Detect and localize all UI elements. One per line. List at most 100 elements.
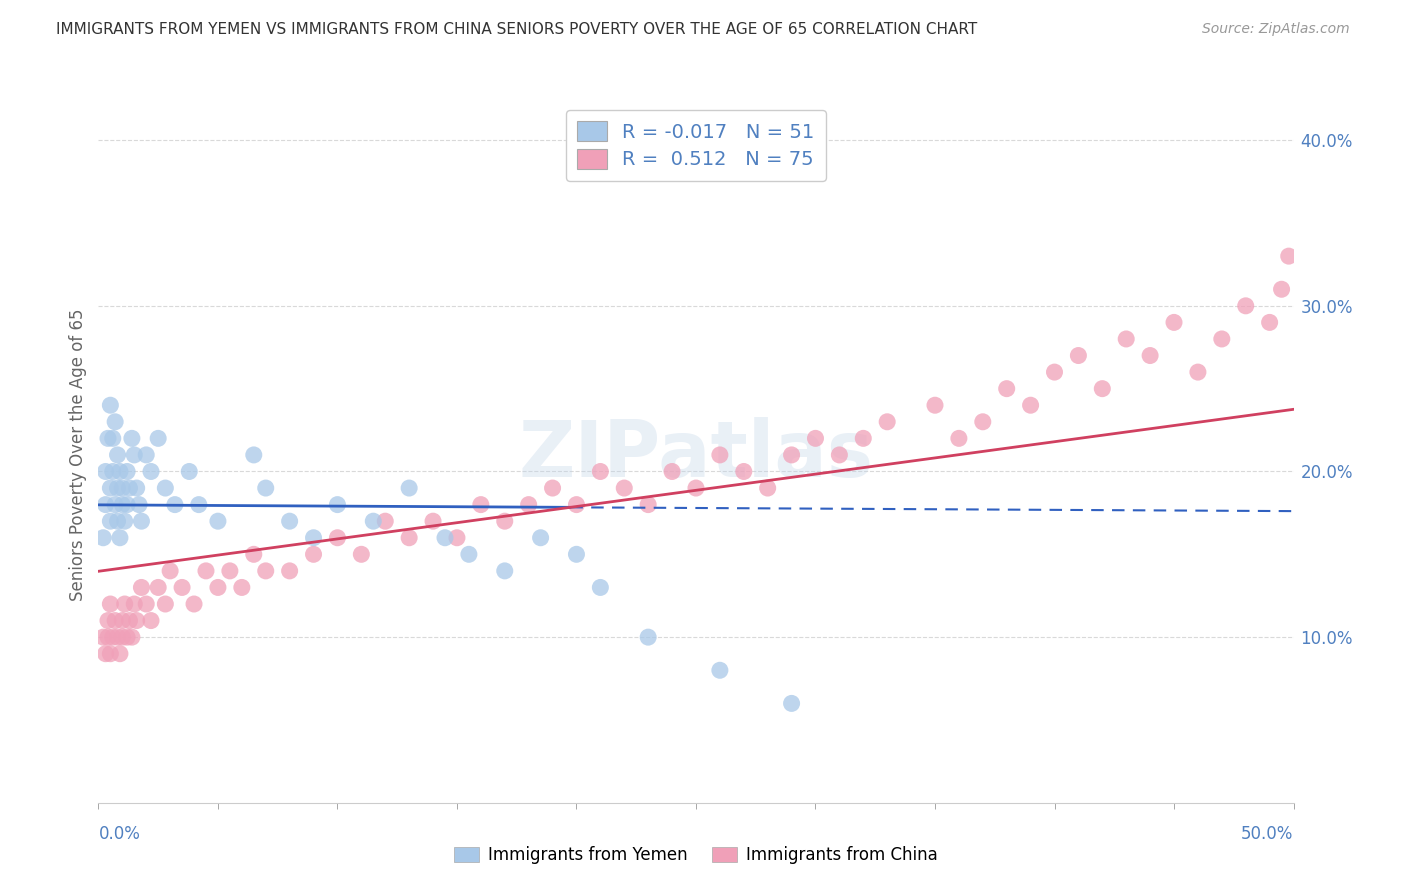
- Point: [155, 597, 177, 611]
- Point: [111, 481, 134, 495]
- Point: [115, 630, 138, 644]
- Point: [91, 531, 114, 545]
- Point: [97, 431, 120, 445]
- Point: [104, 498, 127, 512]
- Point: [128, 498, 150, 512]
- Point: [637, 630, 659, 644]
- Point: [780, 697, 803, 711]
- Point: [709, 448, 731, 462]
- Point: [135, 448, 157, 462]
- Point: [125, 481, 148, 495]
- Point: [118, 614, 141, 628]
- Point: [804, 431, 827, 445]
- Point: [589, 465, 612, 479]
- Point: [131, 581, 153, 595]
- Point: [194, 564, 217, 578]
- Point: [565, 498, 588, 512]
- Point: [107, 481, 129, 495]
- Point: [302, 531, 325, 545]
- Point: [124, 597, 146, 611]
- Point: [517, 498, 540, 512]
- Point: [139, 465, 162, 479]
- Point: [1067, 349, 1090, 363]
- Point: [1091, 382, 1114, 396]
- Point: [374, 514, 396, 528]
- Point: [115, 498, 138, 512]
- Point: [948, 431, 970, 445]
- Point: [101, 630, 124, 644]
- Point: [107, 514, 129, 528]
- Point: [1139, 349, 1161, 363]
- Point: [494, 564, 516, 578]
- Text: IMMIGRANTS FROM YEMEN VS IMMIGRANTS FROM CHINA SENIORS POVERTY OVER THE AGE OF 6: IMMIGRANTS FROM YEMEN VS IMMIGRANTS FROM…: [56, 22, 977, 37]
- Point: [780, 448, 803, 462]
- Point: [613, 481, 636, 495]
- Point: [254, 564, 277, 578]
- Point: [1019, 398, 1042, 412]
- Point: [104, 415, 127, 429]
- Point: [363, 514, 385, 528]
- Point: [118, 481, 141, 495]
- Point: [565, 547, 588, 561]
- Point: [458, 547, 481, 561]
- Point: [108, 465, 131, 479]
- Point: [179, 465, 201, 479]
- Point: [589, 581, 612, 595]
- Point: [159, 564, 181, 578]
- Text: Source: ZipAtlas.com: Source: ZipAtlas.com: [1202, 22, 1350, 37]
- Point: [1043, 365, 1066, 379]
- Point: [756, 481, 779, 495]
- Point: [139, 614, 162, 628]
- Point: [302, 547, 325, 561]
- Text: 50.0%: 50.0%: [1241, 825, 1294, 843]
- Point: [995, 382, 1018, 396]
- Point: [121, 431, 143, 445]
- Point: [278, 564, 301, 578]
- Point: [1211, 332, 1233, 346]
- Point: [852, 431, 875, 445]
- Point: [254, 481, 277, 495]
- Point: [398, 481, 420, 495]
- Legend: Immigrants from Yemen, Immigrants from China: Immigrants from Yemen, Immigrants from C…: [447, 839, 945, 871]
- Point: [97, 630, 120, 644]
- Point: [661, 465, 683, 479]
- Point: [94, 647, 117, 661]
- Point: [398, 531, 420, 545]
- Point: [155, 481, 177, 495]
- Point: [111, 498, 134, 512]
- Point: [1258, 315, 1281, 329]
- Point: [541, 481, 564, 495]
- Point: [91, 630, 114, 644]
- Point: [231, 581, 253, 595]
- Point: [1278, 249, 1301, 263]
- Point: [685, 481, 707, 495]
- Point: [243, 547, 266, 561]
- Y-axis label: Seniors Poverty Over the Age of 65: Seniors Poverty Over the Age of 65: [69, 309, 87, 601]
- Point: [163, 498, 186, 512]
- Point: [108, 531, 131, 545]
- Point: [494, 514, 516, 528]
- Point: [446, 531, 468, 545]
- Point: [148, 431, 170, 445]
- Point: [1187, 365, 1209, 379]
- Point: [183, 597, 205, 611]
- Point: [326, 498, 349, 512]
- Point: [637, 498, 659, 512]
- Point: [709, 663, 731, 677]
- Point: [125, 614, 148, 628]
- Point: [924, 398, 946, 412]
- Point: [972, 415, 994, 429]
- Point: [187, 498, 209, 512]
- Point: [207, 581, 229, 595]
- Point: [433, 531, 456, 545]
- Point: [529, 531, 551, 545]
- Point: [326, 531, 349, 545]
- Point: [135, 597, 157, 611]
- Point: [1271, 282, 1294, 296]
- Point: [219, 564, 242, 578]
- Point: [1234, 299, 1257, 313]
- Point: [121, 630, 143, 644]
- Point: [94, 498, 117, 512]
- Point: [207, 514, 229, 528]
- Point: [350, 547, 373, 561]
